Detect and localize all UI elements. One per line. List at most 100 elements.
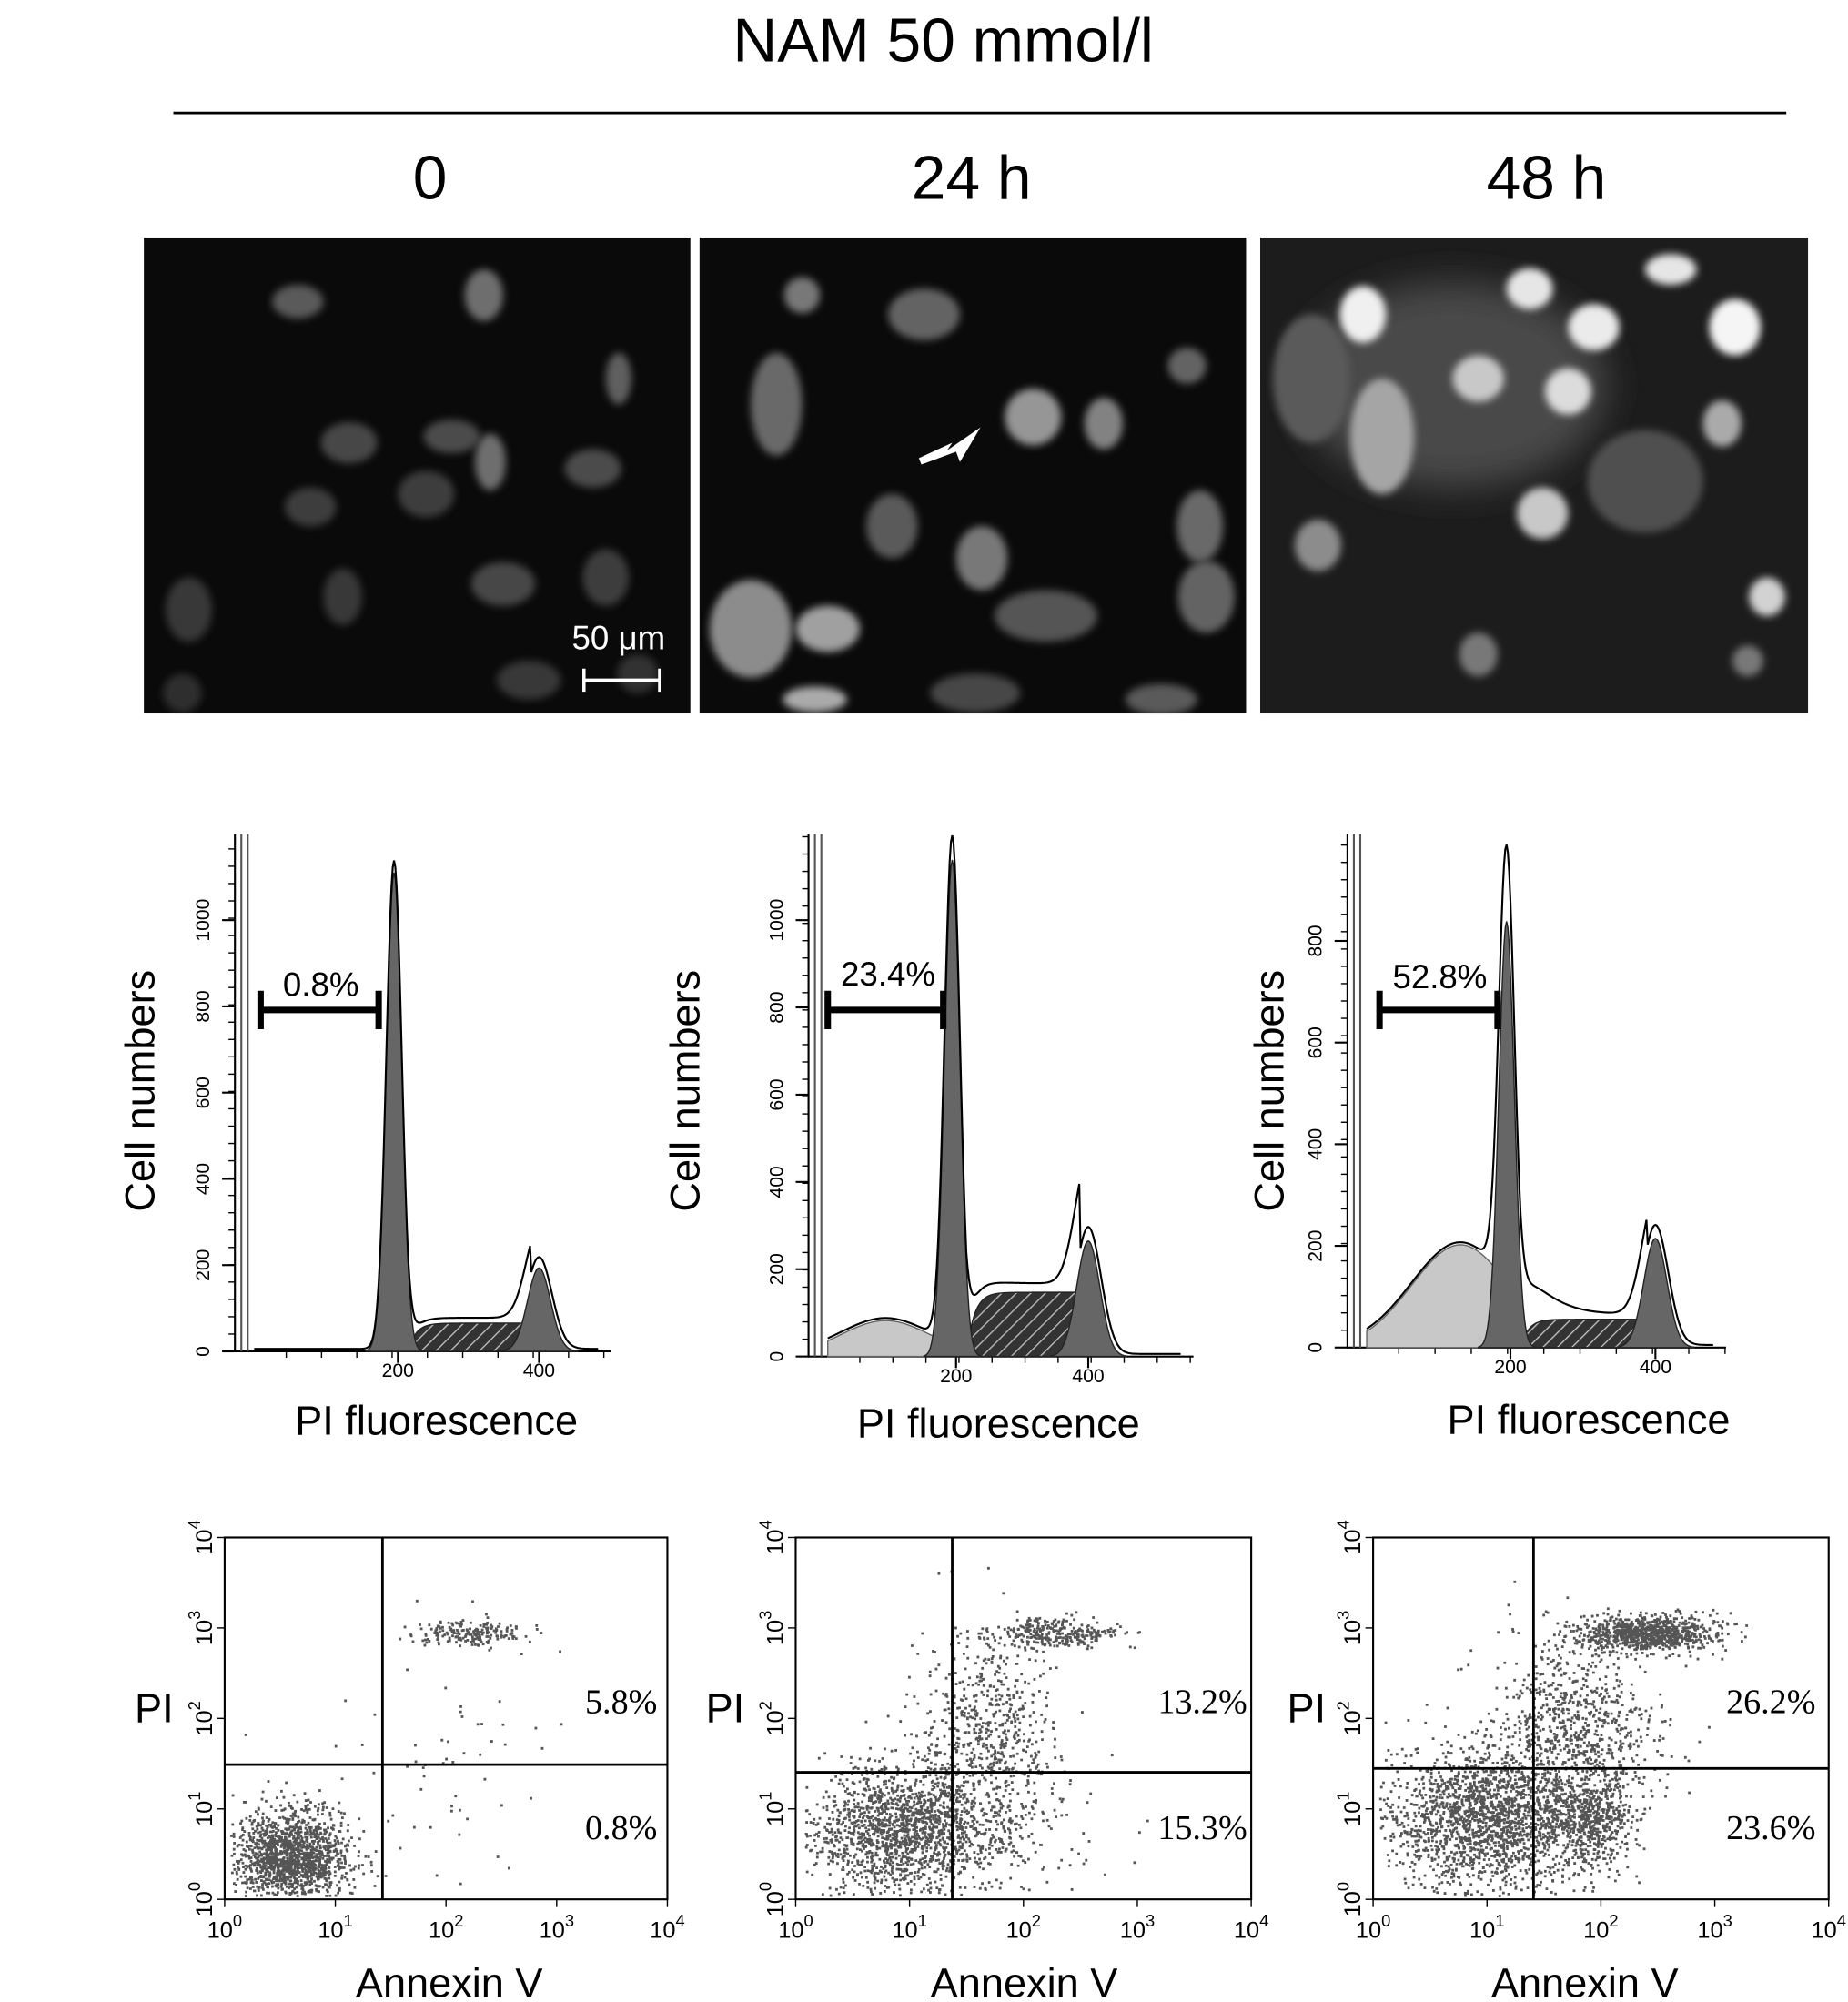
- tick-exponent: 1: [1333, 1792, 1352, 1801]
- nucleus: [1339, 286, 1387, 343]
- y-tick-label: 100: [185, 1882, 217, 1916]
- y-tick-label: 800: [766, 991, 787, 1023]
- nucleus: [1749, 577, 1785, 616]
- scale-bar: [582, 668, 661, 693]
- x-axis-label: Annexin V: [1491, 1959, 1679, 2002]
- y-tick-label: 400: [193, 1163, 214, 1195]
- y-tick-label: 1000: [193, 899, 214, 942]
- tick-base: 10: [192, 1620, 217, 1645]
- axes: [1346, 834, 1726, 1349]
- tick-base: 10: [778, 1917, 803, 1943]
- tick-base: 10: [1697, 1917, 1722, 1943]
- scatter-plot: 10010010110110210210310310410413.2%15.3%…: [706, 1520, 1269, 2002]
- nucleus: [605, 352, 631, 405]
- y-tick-label: 101: [756, 1792, 789, 1826]
- axes: [807, 834, 1194, 1358]
- g2-peak: [1049, 1239, 1128, 1358]
- y-tick-label: 0: [766, 1351, 787, 1362]
- nucleus: [617, 654, 659, 693]
- upper-right-percent: 26.2%: [1726, 1684, 1815, 1722]
- tick-base: 10: [318, 1917, 343, 1943]
- y-tick-label: 102: [756, 1701, 789, 1735]
- nucleus: [1452, 355, 1504, 402]
- gate-line: [813, 834, 823, 1357]
- histogram: 0 200 400 600 800 1000 200 400 0.8% Cell numbers P…: [116, 834, 611, 1444]
- tick-exponent: 0: [1381, 1911, 1390, 1930]
- tick-exponent: 3: [185, 1611, 204, 1620]
- column-label: 0: [413, 145, 448, 213]
- y-axis-label: PI: [135, 1685, 174, 1732]
- nucleus: [323, 568, 362, 625]
- x-tick-label: 101: [892, 1911, 926, 1944]
- nucleus: [1273, 314, 1350, 443]
- nucleus: [1709, 298, 1761, 356]
- nucleus: [995, 590, 1097, 642]
- g1-peak: [1478, 921, 1543, 1349]
- sub-g1-bracket: [824, 990, 947, 1030]
- nucleus: [1177, 561, 1235, 633]
- scatter-plot: 10010010110110210210310310410426.2%23.6%…: [1287, 1520, 1846, 2002]
- gate-line: [1352, 834, 1362, 1348]
- x-tick-label: 102: [1583, 1911, 1618, 1944]
- x-tick-label: 400: [1640, 1357, 1671, 1378]
- tick-exponent: 1: [344, 1911, 353, 1930]
- nucleus: [474, 433, 506, 490]
- nucleus: [423, 420, 480, 453]
- nucleus: [1545, 368, 1591, 415]
- histogram: 0 200 400 600 800 1000 200 400 23.4% Cell numbers…: [662, 834, 1194, 1446]
- tick-base: 10: [650, 1917, 675, 1943]
- x-tick-label: 200: [1494, 1357, 1526, 1378]
- quadrant-lines: [224, 1537, 668, 1900]
- x-tick-label: 103: [1697, 1911, 1732, 1944]
- x-axis-label: PI fluorescence: [1448, 1396, 1731, 1442]
- s-phase-area: [398, 1322, 540, 1352]
- histogram: 0 200 400 600 800 200 400 52.8% Cell numbers PI f…: [1246, 834, 1731, 1442]
- y-tick-label: 600: [766, 1078, 787, 1110]
- tick-base: 10: [762, 1620, 788, 1645]
- x-tick-label: 104: [1812, 1911, 1846, 1944]
- g1-peak: [923, 859, 989, 1358]
- quadrant-lines: [795, 1537, 1252, 1900]
- tick-exponent: 4: [1333, 1520, 1352, 1529]
- nucleus: [166, 577, 212, 642]
- tick-base: 10: [1340, 1891, 1366, 1916]
- nucleus: [464, 269, 503, 321]
- nucleus: [163, 673, 202, 713]
- x-tick-label: 103: [540, 1911, 574, 1944]
- y-axis-label: Cell numbers: [116, 970, 163, 1212]
- y-tick-label: 102: [185, 1701, 217, 1735]
- y-axis-label: PI: [706, 1685, 745, 1732]
- nucleus: [783, 277, 821, 314]
- event-dots: [1378, 1580, 1749, 1897]
- event-dots: [804, 1566, 1149, 1897]
- nucleus: [1517, 487, 1569, 540]
- micrograph: [699, 237, 1247, 714]
- micrographs: [144, 237, 1809, 714]
- tick-exponent: 4: [185, 1520, 204, 1529]
- y-axis-label: PI: [1287, 1685, 1326, 1732]
- tick-exponent: 3: [756, 1611, 775, 1620]
- nucleus: [1506, 268, 1553, 309]
- y-tick-label: 800: [193, 990, 214, 1022]
- sub-g1-area: [1366, 1244, 1511, 1349]
- nucleus: [955, 526, 1008, 591]
- x-axis-label: Annexin V: [931, 1959, 1118, 2002]
- y-tick-label: 0: [193, 1346, 214, 1357]
- y-tick-label: 400: [1306, 1128, 1327, 1160]
- nucleus: [1005, 389, 1062, 446]
- tick-base: 10: [762, 1710, 788, 1735]
- event-dots: [229, 1599, 563, 1897]
- nucleus: [582, 549, 630, 606]
- lower-right-percent: 23.6%: [1726, 1809, 1815, 1847]
- x-tick-label: 400: [1072, 1366, 1104, 1387]
- x-tick-label: 100: [778, 1911, 813, 1944]
- tick-exponent: 1: [756, 1792, 775, 1801]
- sub-g1-label: 52.8%: [1392, 958, 1487, 996]
- x-tick-label: 400: [523, 1360, 555, 1381]
- x-tick-label: 101: [1469, 1911, 1504, 1944]
- y-tick-label: 200: [1306, 1229, 1327, 1261]
- tick-base: 10: [762, 1529, 788, 1554]
- arrow: [918, 427, 981, 465]
- tick-base: 10: [1340, 1620, 1366, 1645]
- tick-exponent: 2: [756, 1701, 775, 1710]
